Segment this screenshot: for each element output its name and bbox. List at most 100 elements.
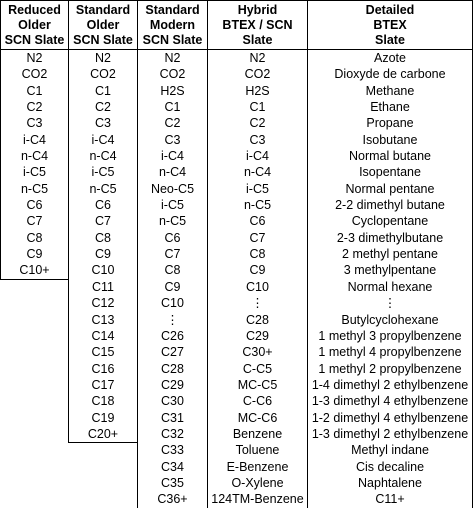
table-cell: Cis decaline	[355, 459, 425, 474]
table-cell: C19	[91, 410, 115, 425]
table-column: Reduced Older SCN Slate N2 CO2 C1 C2 C3 i-C4 n-C4…	[0, 0, 69, 280]
table-cell: C35	[161, 475, 184, 490]
header-line: Standard	[75, 2, 131, 17]
table-cell: i-C5	[23, 165, 46, 180]
table-cell: C30	[161, 394, 184, 409]
table-cell: MC-C6	[237, 410, 278, 425]
header-line: Detailed	[365, 2, 415, 17]
table-cell: 1 methyl 4 propylbenzene	[318, 345, 462, 360]
table-cell: Isobutane	[362, 132, 418, 147]
table-cell: C-C6	[242, 394, 273, 409]
table-cell: C9	[26, 247, 43, 262]
header-line: Older	[86, 17, 120, 32]
table-cell: MC-C5	[237, 377, 278, 392]
table-cell: CO2	[21, 67, 48, 82]
table-cell: C10+	[19, 263, 50, 278]
table-cell: C1	[95, 83, 111, 98]
table-cell: Butylcyclohexane	[341, 312, 439, 327]
table-cell: CO2	[159, 67, 186, 82]
table-cell: H2S	[160, 83, 185, 98]
table-cell: C7	[26, 214, 43, 229]
table-cell: n-C5	[158, 214, 187, 229]
table-cell: Methyl indane	[351, 443, 429, 458]
table-cell: ⋮	[166, 312, 179, 327]
table-cell: i-C5	[161, 198, 184, 213]
table-cell: C6	[164, 230, 181, 245]
table-cell: C9	[95, 247, 111, 262]
column-header: Reduced Older SCN Slate	[0, 0, 69, 50]
table-cell: C14	[91, 328, 115, 343]
table-cell: C3	[95, 116, 111, 131]
header-line: Older	[18, 17, 51, 32]
table-cell: N2	[26, 51, 43, 65]
table-cell: C27	[161, 345, 184, 360]
table-cell: 1 methyl 2 propylbenzene	[318, 361, 462, 376]
header-line: SCN Slate	[4, 32, 65, 47]
table-cell: C15	[91, 345, 115, 360]
table-cell: C3	[164, 132, 181, 147]
table-cell: C28	[246, 312, 269, 327]
table-cell: C9	[249, 263, 266, 278]
table-cell: Azote	[374, 51, 406, 65]
table-cell: O-Xylene	[231, 475, 284, 490]
column-header: Hybrid BTEX / SCN Slate	[207, 0, 308, 50]
table-cell: CO2	[90, 67, 116, 82]
header-line: BTEX	[373, 17, 407, 32]
header-line: Slate	[375, 32, 405, 47]
table-cell: i-C4	[246, 149, 269, 164]
table-cell: C18	[91, 394, 115, 409]
table-cell: C6	[26, 198, 43, 213]
column-header: Detailed BTEX Slate	[307, 0, 473, 50]
table-column: Hybrid BTEX / SCN Slate N2 CO2 H2S C1 C2 C3 i-C4 n…	[207, 0, 308, 508]
table-cell: H2S	[245, 83, 270, 98]
table-cell: C7	[164, 247, 181, 262]
table-cell: C1	[26, 83, 43, 98]
table-cell: Ethane	[370, 100, 410, 115]
table-cell: n-C4	[89, 149, 117, 164]
table-cell: C10	[161, 296, 184, 311]
table-cell: 124TM-Benzene	[211, 492, 304, 507]
table-cell: C28	[161, 361, 184, 376]
table-cell: 1 methyl 3 propylbenzene	[318, 328, 462, 343]
table-cell: i-C5	[91, 165, 115, 180]
table-cell: C6	[95, 198, 111, 213]
table-cell: 1-2 dimethyl 4 ethylbenzene	[311, 410, 469, 425]
table-cell: C-C5	[242, 361, 273, 376]
table-cell: C7	[95, 214, 111, 229]
table-cell: 2-3 dimethylbutane	[336, 230, 444, 245]
table-cell: C13	[91, 312, 115, 327]
table-cell: 1-3 dimethyl 2 ethylbenzene	[311, 426, 469, 441]
table-cell: N2	[249, 51, 266, 65]
table-cell: N2	[164, 51, 181, 65]
table-cell: C7	[249, 230, 266, 245]
table-cell: C17	[91, 377, 115, 392]
table-cell: Methane	[365, 83, 415, 98]
column-body: N2 CO2 C1 C2 C3 i-C4 n-C4 i-C5 n-C5 C6 C7 C8 C9 C10 C1…	[68, 50, 138, 444]
table-cell: 1-4 dimethyl 2 ethylbenzene	[311, 377, 469, 392]
table-cell: C33	[161, 443, 184, 458]
header-line: BTEX / SCN	[222, 17, 293, 32]
table-cell: n-C5	[89, 181, 117, 196]
table-cell: C12	[91, 296, 115, 311]
table-cell: C32	[161, 426, 184, 441]
header-line: Reduced	[8, 2, 61, 17]
table-cell: i-C4	[23, 132, 46, 147]
table-cell: N2	[95, 51, 111, 65]
table-cell: C20+	[87, 426, 119, 441]
table-cell: i-C4	[91, 132, 115, 147]
table-cell: C9	[164, 279, 181, 294]
table-cell: i-C4	[161, 149, 184, 164]
table-cell: n-C5	[243, 198, 272, 213]
table-cell: C8	[26, 230, 43, 245]
table-cell: i-C5	[246, 181, 269, 196]
table-cell: C3	[249, 132, 266, 147]
table-cell: Normal hexane	[347, 279, 433, 294]
header-line: SCN Slate	[73, 32, 133, 47]
table-cell: Naphtalene	[358, 475, 422, 490]
column-body: N2 CO2 H2S C1 C2 C3 i-C4 n-C4 i-C5 n-C5 C6 C7 C8 C9 C1…	[207, 50, 308, 508]
column-header: Standard Older SCN Slate	[68, 0, 138, 50]
table-cell: Isopentane	[359, 165, 421, 180]
table-column: Standard Modern SCN Slate N2 CO2 H2S C1 C2 C3 i-C…	[137, 0, 208, 508]
table-cell: n-C4	[243, 165, 272, 180]
